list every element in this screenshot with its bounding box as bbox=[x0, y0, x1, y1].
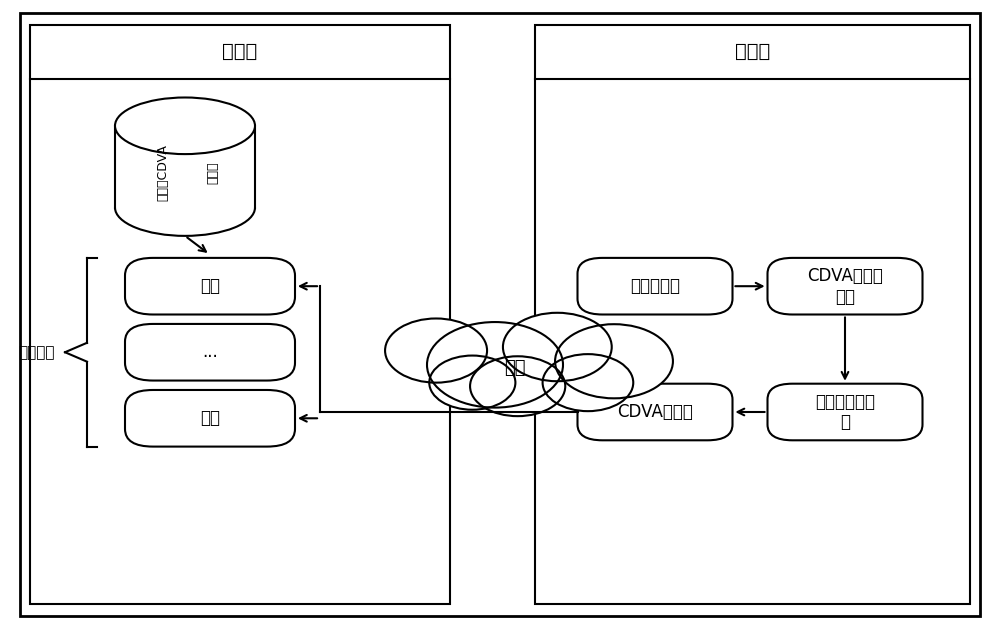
FancyBboxPatch shape bbox=[578, 384, 732, 440]
Text: CDVA描述符: CDVA描述符 bbox=[617, 403, 693, 421]
Text: 关键帧抽取: 关键帧抽取 bbox=[630, 277, 680, 295]
Text: 数据库CDVA: 数据库CDVA bbox=[156, 145, 170, 201]
FancyBboxPatch shape bbox=[20, 13, 980, 616]
FancyBboxPatch shape bbox=[578, 258, 732, 314]
Text: 服务器: 服务器 bbox=[222, 42, 258, 62]
Text: 检索: 检索 bbox=[200, 277, 220, 295]
Text: 匹配: 匹配 bbox=[200, 409, 220, 427]
Circle shape bbox=[427, 322, 563, 408]
FancyBboxPatch shape bbox=[30, 25, 450, 604]
Text: CDVA描述符
抽取: CDVA描述符 抽取 bbox=[807, 267, 883, 306]
FancyBboxPatch shape bbox=[125, 390, 295, 447]
Circle shape bbox=[503, 313, 612, 381]
FancyBboxPatch shape bbox=[768, 384, 922, 440]
Polygon shape bbox=[115, 126, 255, 208]
Text: 网络: 网络 bbox=[504, 359, 526, 377]
Circle shape bbox=[543, 354, 633, 411]
FancyBboxPatch shape bbox=[768, 258, 922, 314]
Text: 任务列表: 任务列表 bbox=[18, 345, 55, 360]
Circle shape bbox=[385, 318, 487, 382]
Circle shape bbox=[555, 324, 673, 398]
Text: 关键描述符编
码: 关键描述符编 码 bbox=[815, 392, 875, 431]
FancyBboxPatch shape bbox=[125, 258, 295, 314]
FancyBboxPatch shape bbox=[125, 324, 295, 381]
Circle shape bbox=[470, 356, 565, 416]
Text: ...: ... bbox=[202, 343, 218, 361]
Text: 客户端: 客户端 bbox=[735, 42, 770, 62]
Text: 描述符: 描述符 bbox=[207, 162, 220, 184]
Polygon shape bbox=[115, 97, 255, 154]
Circle shape bbox=[429, 355, 515, 409]
FancyBboxPatch shape bbox=[535, 25, 970, 604]
